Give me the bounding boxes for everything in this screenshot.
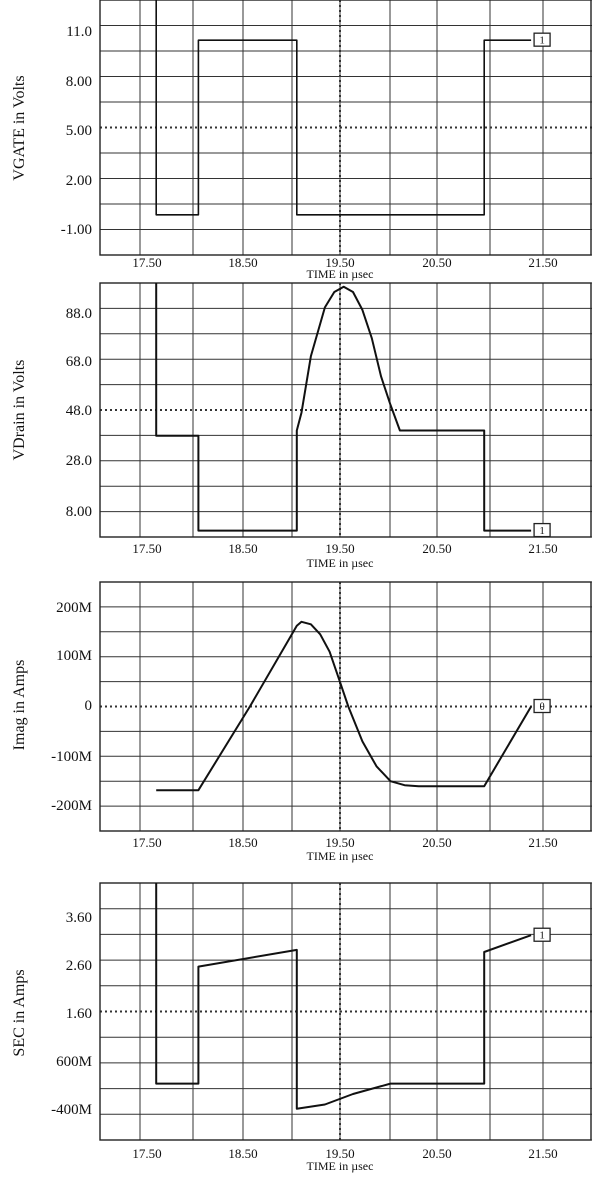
plot-frame [99,282,592,538]
x-tick-label: 21.50 [528,255,557,270]
x-tick-label: 21.50 [528,1146,557,1161]
trace-marker: 1 [533,522,551,538]
x-axis-label: TIME in µsec [307,1159,374,1173]
x-tick-label: 19.50 [325,541,354,556]
chart-panel-2: 88.0 68.0 48.0 28.0 8.00 17.50 18.50 19.50 20.50… [11,282,592,570]
x-tick-label: 17.50 [132,835,161,850]
x-tick-label: 21.50 [528,835,557,850]
trace-marker: 1 [533,32,551,47]
y-axis-label: SEC in Amps [11,969,28,1056]
x-tick-label: 18.50 [228,835,257,850]
y-tick-label: 1.60 [66,1006,92,1022]
trace-marker: θ [533,698,551,714]
y-tick-label: -200M [51,798,92,814]
x-tick-label: 18.50 [228,1146,257,1161]
x-axis-label: TIME in µsec [307,556,374,570]
series-line-1 [155,0,532,216]
trace-marker-label: 1 [539,35,545,47]
y-tick-label: -1.00 [61,222,92,238]
x-tick-label: 19.50 [325,255,354,270]
plot-frame [99,882,592,1141]
chart-panel-1: 11.0 8.00 5.00 2.00 -1.00 17.50 18.50 19.50 20.5… [11,0,592,281]
x-tick-label: 20.50 [422,541,451,556]
trace-marker: 1 [533,927,551,942]
y-tick-label: 8.00 [66,74,92,90]
y-tick-label: 28.0 [66,453,92,469]
chart-panel-4: 3.60 2.60 1.60 600M -400M 17.50 18.50 19.50 20.5… [11,882,592,1173]
trace-marker-label: 1 [539,525,545,537]
y-tick-label: 3.60 [66,910,92,926]
x-tick-label: 17.50 [132,255,161,270]
x-tick-label: 20.50 [422,1146,451,1161]
series-line-1 [155,883,532,1110]
x-tick-label: 20.50 [422,255,451,270]
x-axis-label: TIME in µsec [307,849,374,863]
x-axis-label: TIME in µsec [307,267,374,281]
y-tick-label: 48.0 [66,403,92,419]
y-tick-label: 0 [85,698,93,714]
plot-frame [99,581,592,832]
x-tick-label: 20.50 [422,835,451,850]
y-axis-label: VDrain in Volts [11,360,28,461]
y-tick-label: 8.00 [66,504,92,520]
y-tick-label: 11.0 [66,24,92,40]
y-tick-label: 68.0 [66,354,92,370]
plot-frame [99,0,592,256]
x-tick-label: 17.50 [132,1146,161,1161]
y-tick-label: 5.00 [66,123,92,139]
y-tick-label: -100M [51,749,92,765]
y-tick-label: 2.00 [66,173,92,189]
x-tick-label: 18.50 [228,255,257,270]
x-tick-label: 19.50 [325,1146,354,1161]
y-axis-label: Imag in Amps [11,660,28,751]
trace-marker-label: θ [539,701,544,713]
series-line-1 [156,620,532,792]
y-tick-label: 100M [56,648,92,664]
y-tick-label: 200M [56,600,92,616]
trace-marker-label: 1 [539,930,545,942]
y-tick-label: 2.60 [66,958,92,974]
series-line-1 [155,283,532,532]
chart-panel-3: 200M 100M 0 -100M -200M 17.50 18.50 19.50 20.50 2… [11,581,592,863]
y-axis-label: VGATE in Volts [11,75,28,180]
x-tick-label: 18.50 [228,541,257,556]
y-tick-label: 600M [56,1054,92,1070]
y-tick-label: -400M [51,1102,92,1118]
y-tick-label: 88.0 [66,306,92,322]
x-tick-label: 19.50 [325,835,354,850]
x-tick-label: 17.50 [132,541,161,556]
x-tick-label: 21.50 [528,541,557,556]
